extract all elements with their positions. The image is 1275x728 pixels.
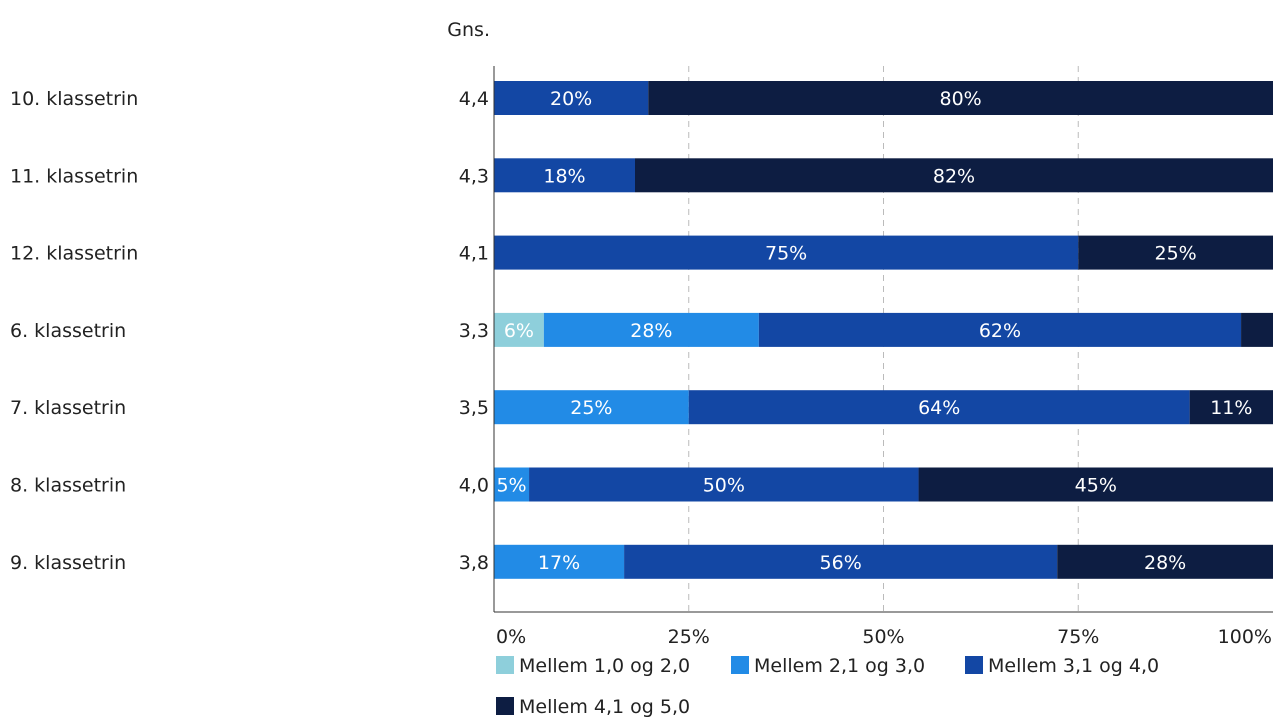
axes [493,66,1273,613]
bar-segment [1189,390,1273,425]
gridlines [688,66,1079,612]
x-tick-label: 100% [1218,626,1272,648]
bar-segment [758,312,1242,347]
category-label: 10. klassetrin [10,88,138,110]
legend-label: Mellem 3,1 og 4,0 [988,655,1159,677]
segment-value-label: 20% [550,88,592,110]
bar-segment [1241,312,1273,347]
segment-value-label: 50% [703,475,745,497]
bar-segment [648,81,1273,115]
category-label: 9. klassetrin [10,552,126,574]
segment-value-label: 45% [1075,475,1117,497]
legend-label: Mellem 2,1 og 3,0 [754,655,925,677]
segment-value-label: 5% [496,475,526,497]
average-value: 4,1 [459,243,489,265]
x-tick-label: 50% [862,626,904,648]
bar-segment [494,312,544,347]
bar-segment [494,81,649,115]
x-axis-ticks: 0% 25% 50% 75% 100% [496,626,1272,648]
segment-value-label: 28% [1144,552,1186,574]
bar-segment [634,158,1273,193]
category-label: 6. klassetrin [10,320,126,342]
segment-value-label: 56% [820,552,862,574]
legend: Mellem 1,0 og 2,0 Mellem 2,1 og 3,0 Mellem… [496,655,1159,718]
segment-value-label: 75% [765,243,807,265]
category-label: 12. klassetrin [10,243,138,265]
category-label: 7. klassetrin [10,397,126,419]
segment-value-label: 80% [940,88,982,110]
bar-segment [529,467,919,502]
bar-segment [1078,235,1273,270]
bar-segment [494,158,635,193]
bar-segment [1057,544,1273,579]
segment-value-label: 17% [538,552,580,574]
legend-swatch [496,656,514,674]
bar-segment [494,467,530,502]
segment-value-label: 82% [933,165,975,187]
segment-value-label: 11% [1210,397,1252,419]
category-label: 8. klassetrin [10,475,126,497]
average-value: 3,8 [459,552,489,574]
category-label: 11. klassetrin [10,165,138,187]
legend-swatch [496,697,514,715]
segment-value-label: 64% [918,397,960,419]
x-tick-label: 0% [496,626,526,648]
bar-segment [624,544,1058,579]
bar-segment [494,235,1079,270]
bar-segment [494,390,689,425]
legend-label: Mellem 4,1 og 5,0 [519,696,690,718]
legend-swatch [965,656,983,674]
segment-value-label: 18% [543,165,585,187]
average-value: 3,3 [459,320,489,342]
legend-swatch [731,656,749,674]
x-tick-label: 75% [1057,626,1099,648]
bar-segment [918,467,1273,502]
segment-value-label: 6% [504,320,534,342]
segment-value-label: 25% [570,397,612,419]
segment-value-label: 62% [979,320,1021,342]
average-value: 4,0 [459,475,489,497]
average-value: 4,3 [459,165,489,187]
average-column-header: Gns. [447,19,490,41]
average-value: 3,5 [459,397,489,419]
labels: 20% 80% 10. klassetrin 4,4 18% 82% 11. klasset… [10,88,1252,574]
bar-segment [688,390,1190,425]
bars [494,81,1273,579]
bar-segment [494,544,625,579]
segment-value-label: 28% [630,320,672,342]
x-tick-label: 25% [668,626,710,648]
bar-segment [543,312,759,347]
segment-value-label: 25% [1155,243,1197,265]
average-value: 4,4 [459,88,489,110]
legend-label: Mellem 1,0 og 2,0 [519,655,690,677]
